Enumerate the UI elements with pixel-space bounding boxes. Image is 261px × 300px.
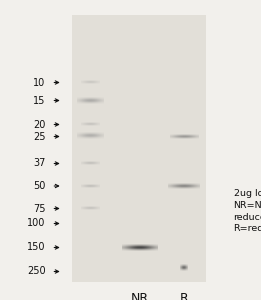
Text: R: R: [180, 292, 188, 300]
Bar: [72, 15, 206, 282]
Text: NR: NR: [130, 292, 149, 300]
Text: 20: 20: [33, 119, 46, 130]
Text: 100: 100: [27, 218, 46, 229]
Text: 15: 15: [33, 95, 46, 106]
Text: 37: 37: [33, 158, 46, 169]
Text: 25: 25: [33, 131, 46, 142]
Text: 50: 50: [33, 181, 46, 191]
Text: 150: 150: [27, 242, 46, 253]
Text: 10: 10: [33, 77, 46, 88]
Text: 250: 250: [27, 266, 46, 277]
Text: 2ug loading
NR=Non-
reduced
R=reduced: 2ug loading NR=Non- reduced R=reduced: [234, 189, 261, 233]
Text: 75: 75: [33, 203, 46, 214]
